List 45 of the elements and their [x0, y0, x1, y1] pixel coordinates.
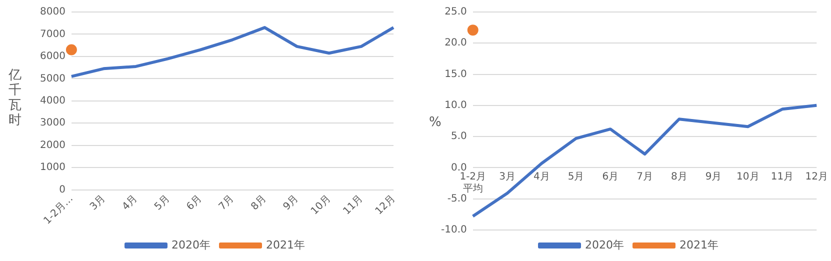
y-tick-label: 15.0 — [444, 68, 467, 80]
x-tick-label: 10月 — [736, 171, 760, 182]
x-tick-label: 4月 — [120, 193, 140, 213]
x-tick-label: 11月 — [770, 171, 794, 182]
x-tick-label: 5月 — [152, 193, 172, 213]
x-tick-label: 6月 — [184, 193, 204, 213]
y-tick-label: 7000 — [40, 28, 66, 40]
y-tick-label: -5.0 — [447, 193, 467, 204]
x-tick-label: 7月 — [636, 171, 653, 182]
x-tick-label: 1-2月… — [42, 193, 76, 227]
x-tick-label: 1-2月平均 — [460, 171, 486, 194]
x-tick-label: 6月 — [602, 171, 619, 182]
x-tick-label: 3月 — [88, 193, 108, 213]
x-tick-label: 4月 — [533, 171, 550, 182]
y-axis-title: % — [429, 115, 442, 130]
x-tick-label: 9月 — [705, 171, 722, 182]
legend-label: 2020年 — [585, 238, 624, 252]
x-tick-label: 9月 — [281, 193, 301, 213]
y-tick-label: 0.0 — [450, 162, 467, 174]
y-tick-label: 2000 — [40, 140, 66, 151]
y-tick-label: 5.0 — [450, 131, 467, 142]
x-tick-label: 5月 — [568, 171, 584, 182]
y-tick-label: 1000 — [40, 162, 66, 174]
y-tick-label: 5000 — [40, 73, 66, 84]
x-tick-label: 7月 — [217, 193, 236, 213]
y-tick-label: 6000 — [40, 51, 66, 62]
x-tick-label: 3月 — [499, 171, 516, 182]
x-tick-label: 10月 — [309, 193, 334, 218]
x-tick-label: 12月 — [805, 171, 828, 182]
legend-label: 2021年 — [680, 238, 718, 252]
y-axis-title: 亿千瓦时 — [8, 68, 22, 128]
y-tick-label: 8000 — [40, 6, 66, 18]
x-tick-label: 12月 — [374, 193, 398, 218]
legend-label: 2020年 — [172, 238, 211, 252]
y-tick-label: 25.0 — [444, 6, 467, 18]
x-tick-label: 11月 — [341, 193, 366, 218]
y-tick-label: 4000 — [40, 96, 66, 107]
y-tick-label: -10.0 — [441, 224, 467, 236]
legend-label: 2021年 — [266, 238, 305, 252]
y-tick-label: 20.0 — [444, 38, 467, 49]
y-tick-label: 3000 — [40, 118, 66, 129]
y-tick-label: 0 — [59, 184, 66, 196]
x-tick-label: 8月 — [249, 193, 269, 213]
y-tick-label: 10.0 — [444, 100, 467, 112]
x-tick-label: 8月 — [670, 171, 688, 182]
